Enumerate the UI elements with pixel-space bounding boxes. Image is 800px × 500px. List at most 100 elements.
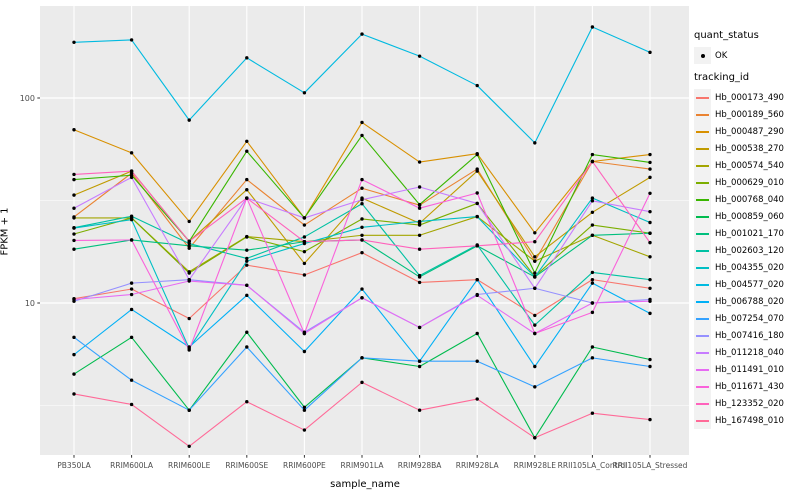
data-point xyxy=(648,286,652,290)
y-axis-title: FPKM + 1 xyxy=(0,207,11,256)
data-point xyxy=(533,275,537,279)
data-point xyxy=(360,217,364,221)
y-tick-label: 100 xyxy=(20,94,35,103)
data-point xyxy=(187,316,191,321)
data-point xyxy=(590,25,595,29)
data-point xyxy=(648,231,652,235)
data-point xyxy=(533,323,537,327)
legend-item-label: Hb_000173_490 xyxy=(715,92,784,103)
data-point xyxy=(360,186,364,190)
data-point xyxy=(533,436,537,440)
legend-item-label: Hb_000768_040 xyxy=(715,194,784,205)
series-color-line-icon xyxy=(696,352,709,354)
legend-item-label: Hb_004355_020 xyxy=(715,262,784,273)
data-point xyxy=(245,139,249,143)
data-point xyxy=(302,240,307,244)
legend-key-line xyxy=(694,174,711,191)
data-point xyxy=(187,118,191,122)
data-point xyxy=(590,310,595,315)
data-point xyxy=(302,216,307,220)
data-point xyxy=(72,352,76,357)
data-point xyxy=(129,169,134,173)
data-point xyxy=(475,201,479,206)
data-point xyxy=(417,185,422,189)
chart-svg: 10 100 PB350LA RRIM600LA RRIM600LE RRIM600SE R… xyxy=(20,6,689,470)
data-point xyxy=(590,159,595,164)
legend-key-line xyxy=(694,106,711,123)
legend-title-tracking-id: tracking_id xyxy=(694,72,750,83)
data-point xyxy=(590,196,595,200)
legend-key-line xyxy=(694,140,711,157)
data-point xyxy=(302,91,307,95)
panel-background xyxy=(40,6,689,455)
data-point xyxy=(129,214,134,218)
x-tick-label: RRIM600PE xyxy=(283,461,326,470)
data-point xyxy=(417,233,422,237)
data-point xyxy=(302,223,307,227)
data-point xyxy=(187,246,191,250)
legend-item-label: OK xyxy=(715,50,728,61)
data-point xyxy=(590,270,595,275)
data-point xyxy=(72,247,76,251)
legend-item-label: Hb_002603_120 xyxy=(715,245,784,256)
data-point xyxy=(129,151,134,155)
data-point xyxy=(648,311,652,316)
data-point xyxy=(72,238,76,243)
data-point xyxy=(533,313,537,318)
legend-item-Hb_004577_020: Hb_004577_020 xyxy=(694,276,800,293)
data-point xyxy=(590,345,595,349)
data-point xyxy=(648,175,652,180)
series-color-line-icon xyxy=(696,420,709,422)
data-point xyxy=(475,214,479,219)
data-point xyxy=(302,261,307,266)
x-tick-label: RRIM600LA xyxy=(110,461,154,470)
data-point xyxy=(72,172,76,177)
data-point xyxy=(72,206,76,210)
legend-item-label: Hb_000538_270 xyxy=(715,143,784,154)
data-point xyxy=(360,250,364,255)
legend-item-label: Hb_167498_010 xyxy=(715,415,784,426)
x-tick-label: RRIM600SE xyxy=(225,461,268,470)
data-point xyxy=(590,281,595,285)
data-point xyxy=(533,141,537,145)
data-point xyxy=(475,359,479,363)
x-tick-label: RRII105LA_Control xyxy=(558,461,628,470)
data-point xyxy=(475,169,479,173)
data-point xyxy=(129,335,134,340)
x-tick-label: PB350LA xyxy=(57,461,91,470)
series-color-line-icon xyxy=(696,165,709,167)
data-point xyxy=(245,56,249,60)
data-point xyxy=(648,299,652,303)
data-point xyxy=(648,255,652,259)
legend-item-Hb_000487_290: Hb_000487_290 xyxy=(694,123,800,140)
data-point xyxy=(302,273,307,277)
data-point xyxy=(187,279,191,283)
data-point xyxy=(72,335,76,340)
x-tick-label: RRIM600LE xyxy=(168,461,211,470)
legend-key-line xyxy=(694,412,711,429)
data-point xyxy=(360,225,364,230)
data-point xyxy=(187,345,191,349)
legend-item-Hb_000629_010: Hb_000629_010 xyxy=(694,174,800,191)
legend-item-label: Hb_007254_070 xyxy=(715,313,784,324)
legend-key-line xyxy=(694,191,711,208)
legend-key-line xyxy=(694,395,711,412)
data-point xyxy=(533,255,537,259)
data-point xyxy=(245,149,249,153)
legend-item-Hb_000768_040: Hb_000768_040 xyxy=(694,191,800,208)
data-point xyxy=(417,219,422,224)
data-point xyxy=(302,249,307,254)
data-point xyxy=(187,408,191,412)
legend-item-Hb_004355_020: Hb_004355_020 xyxy=(694,259,800,276)
series-color-line-icon xyxy=(696,284,709,286)
data-point xyxy=(475,331,479,336)
legend-item-label: Hb_000189_560 xyxy=(715,109,784,120)
data-point xyxy=(187,348,191,352)
legend-key-line xyxy=(694,361,711,378)
data-point xyxy=(417,273,422,278)
legend-key-line xyxy=(694,344,711,361)
series-color-line-icon xyxy=(696,403,709,405)
data-point xyxy=(648,152,652,157)
data-point xyxy=(72,226,76,230)
